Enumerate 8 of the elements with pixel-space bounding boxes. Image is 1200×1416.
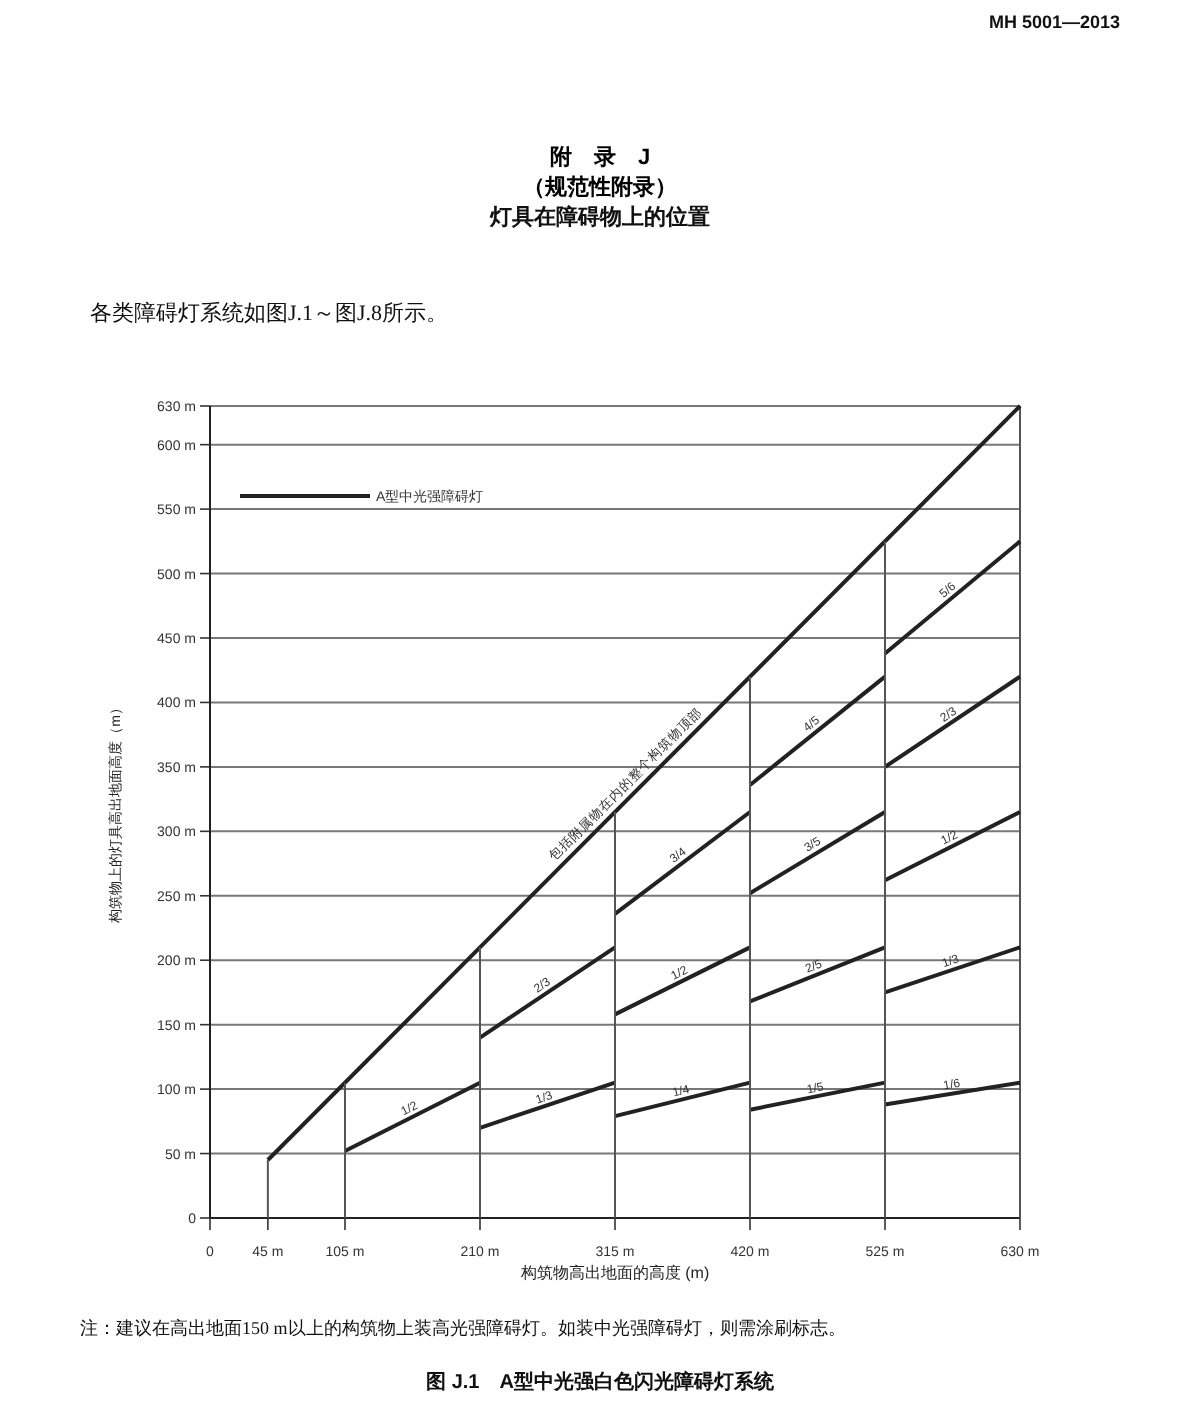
subtitle: （规范性附录） — [523, 176, 677, 200]
annotation: 各类障碍灯系统如图J.1～图J.8所示。 — [90, 302, 449, 326]
title: 附 录 J — [549, 146, 651, 170]
annotation: MH 5001—2013 — [988, 12, 1120, 32]
annotation: 灯具在障碍物上的位置 — [490, 206, 710, 230]
x-axis-title: 构筑物高出地面的高度 (m) — [518, 1264, 710, 1282]
annotation: 图 J.1 A型中光强白色闪光障碍灯系统 — [426, 1372, 774, 1394]
annotation: 注：建议在高出地面150 m以上的构筑物上装高光强障碍灯。如装中光强障碍灯，则需涂刷标志。 — [80, 1318, 846, 1338]
